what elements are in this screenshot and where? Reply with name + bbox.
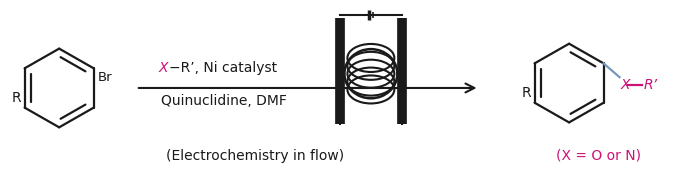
Text: R: R <box>12 91 22 105</box>
Text: (Electrochemistry in flow): (Electrochemistry in flow) <box>166 149 345 163</box>
Text: X: X <box>621 78 630 92</box>
Text: −R’, Ni catalyst: −R’, Ni catalyst <box>169 61 277 75</box>
Text: Quinuclidine, DMF: Quinuclidine, DMF <box>161 94 286 108</box>
Text: (X = O or N): (X = O or N) <box>556 149 641 163</box>
Text: X: X <box>159 61 169 75</box>
Text: R’: R’ <box>643 78 658 92</box>
Text: Br: Br <box>98 71 112 84</box>
Text: R: R <box>522 86 532 100</box>
